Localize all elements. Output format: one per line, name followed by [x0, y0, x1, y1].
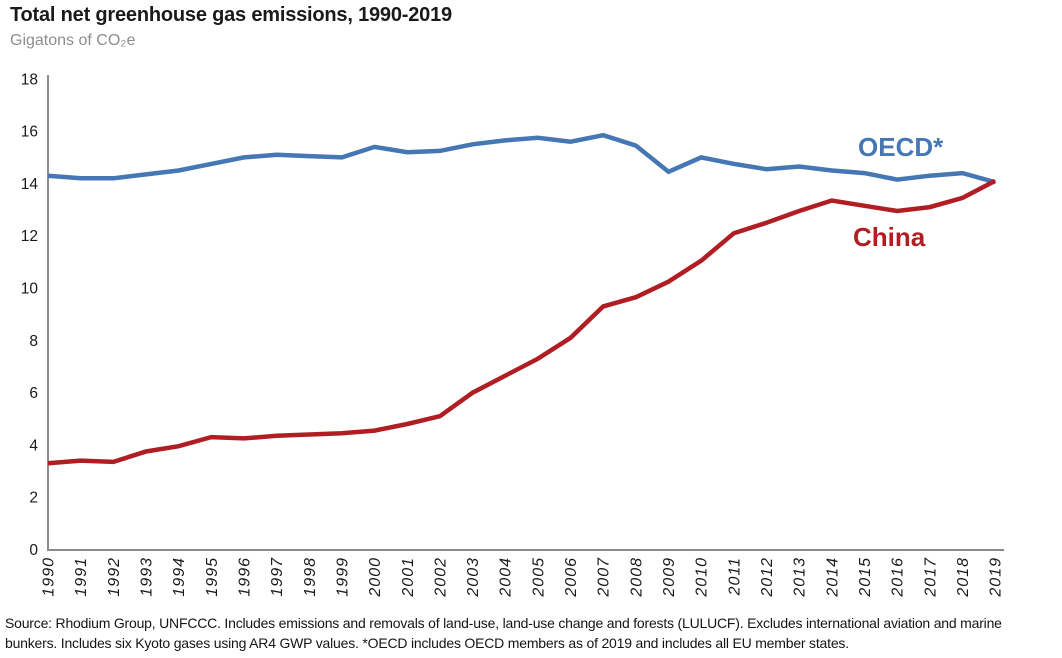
- x-tick-label-2019: 2019: [988, 557, 1005, 598]
- x-tick-label-2006: 2006: [563, 557, 580, 598]
- oecd-series-label: OECD*: [858, 132, 944, 162]
- y-tick-label-12: 12: [21, 228, 38, 245]
- x-tick-label-1995: 1995: [204, 557, 221, 597]
- y-tick-label-0: 0: [29, 542, 38, 559]
- x-tick-label-1991: 1991: [73, 557, 90, 597]
- x-tick-label-1996: 1996: [236, 557, 253, 597]
- y-tick-label-8: 8: [29, 333, 38, 350]
- x-tick-label-2001: 2001: [400, 557, 417, 598]
- x-tick-label-2004: 2004: [498, 557, 515, 598]
- x-tick-label-2014: 2014: [824, 557, 841, 598]
- x-tick-label-2009: 2009: [661, 557, 678, 598]
- x-tick-label-2007: 2007: [596, 557, 613, 598]
- y-tick-label-14: 14: [21, 176, 39, 193]
- y-tick-label-18: 18: [21, 71, 38, 88]
- x-tick-label-2011: 2011: [726, 557, 743, 596]
- china-line: [47, 178, 997, 466]
- x-tick-label-2013: 2013: [792, 557, 809, 598]
- x-tick-label-2018: 2018: [955, 557, 972, 598]
- x-tick-label-2016: 2016: [890, 557, 907, 598]
- x-tick-label-2010: 2010: [694, 557, 711, 598]
- x-tick-label-2017: 2017: [922, 557, 939, 598]
- x-tick-label-1997: 1997: [269, 557, 286, 597]
- x-tick-label-2003: 2003: [465, 557, 482, 598]
- x-tick-label-2008: 2008: [628, 557, 645, 598]
- x-tick-label-1990: 1990: [41, 557, 58, 597]
- y-tick-label-4: 4: [29, 437, 38, 454]
- y-tick-label-6: 6: [29, 385, 38, 402]
- x-tick-label-1993: 1993: [138, 557, 155, 597]
- x-tick-label-2002: 2002: [432, 557, 449, 598]
- x-tick-label-1998: 1998: [302, 557, 319, 597]
- y-tick-label-16: 16: [21, 124, 38, 141]
- x-tick-label-1994: 1994: [171, 557, 188, 597]
- x-tick-label-2012: 2012: [759, 557, 776, 598]
- x-tick-label-2005: 2005: [530, 557, 547, 598]
- source-note: Source: Rhodium Group, UNFCCC. Includes …: [5, 615, 1002, 651]
- x-tick-label-2000: 2000: [367, 557, 384, 598]
- chart-subtitle: Gigatons of CO₂e: [10, 32, 136, 49]
- oecd-line: [47, 132, 996, 185]
- y-tick-label-10: 10: [21, 281, 39, 298]
- y-tick-label-2: 2: [29, 490, 38, 507]
- x-tick-label-2015: 2015: [857, 557, 874, 598]
- chart-title: Total net greenhouse gas emissions, 1990…: [10, 4, 452, 26]
- x-tick-label-1999: 1999: [334, 557, 351, 597]
- x-tick-label-1992: 1992: [106, 557, 123, 597]
- china-series-label: China: [853, 222, 926, 252]
- emissions-line-chart: 0 2 4 6 8 10 12 14 16 18 1990 1991 1992 1993 1994 1995 1…: [21, 71, 1005, 598]
